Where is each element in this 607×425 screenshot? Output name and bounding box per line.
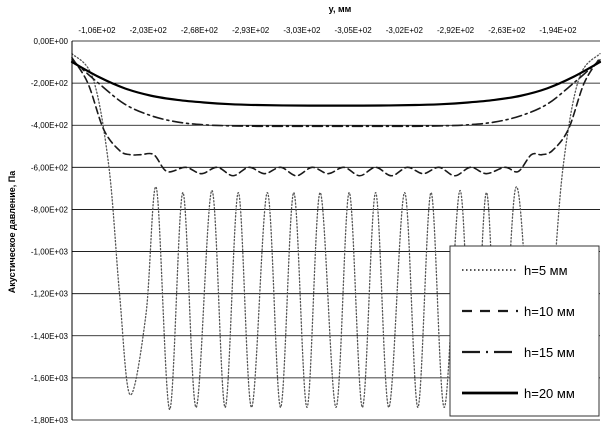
legend-label: h=15 мм (524, 345, 575, 360)
legend-label: h=20 мм (524, 386, 575, 401)
x-tick-label: -3,02E+02 (386, 26, 424, 35)
y-tick-label: -4,00E+02 (31, 121, 69, 130)
x-tick-label: -2,93E+02 (232, 26, 270, 35)
y-tick-label: -6,00E+02 (31, 163, 69, 172)
y-axis-title: Акустическое давление, Па (7, 170, 17, 293)
x-tick-label: -3,05E+02 (335, 26, 373, 35)
x-tick-label: -2,92E+02 (437, 26, 475, 35)
x-tick-label: -1,94E+02 (539, 26, 577, 35)
legend-label: h=5 мм (524, 263, 568, 278)
y-tick-label: -8,00E+02 (31, 205, 69, 214)
y-tick-label: -1,80E+03 (31, 416, 69, 425)
x-axis-title: y, мм (329, 4, 352, 14)
gridlines (72, 40, 600, 421)
y-tick-label: -1,20E+03 (31, 290, 69, 299)
x-tick-label: -2,68E+02 (181, 26, 219, 35)
y-tick-labels: 0,00E+00 -2,00E+02 -4,00E+02 -6,00E+02 -8,00… (31, 37, 69, 425)
y-tick-label: -1,40E+03 (31, 332, 69, 341)
y-tick-label: -1,00E+03 (31, 248, 69, 257)
x-tick-labels: -1,06E+02 -2,03E+02 -2,68E+02 -2,93E+02 -3,0… (78, 26, 577, 35)
legend: h=5 мм h=10 мм h=15 мм h=20 мм (449, 245, 600, 417)
x-tick-label: -2,03E+02 (130, 26, 168, 35)
series-line-2 (71, 57, 601, 177)
x-tick-label: -2,63E+02 (488, 26, 526, 35)
series-line-4 (70, 60, 602, 107)
y-tick-label: -1,60E+03 (31, 374, 69, 383)
legend-label: h=10 мм (524, 304, 575, 319)
y-tick-label: 0,00E+00 (34, 37, 69, 46)
legend-box (449, 245, 600, 417)
y-tick-label: -2,00E+02 (31, 79, 69, 88)
x-tick-label: -1,06E+02 (78, 26, 116, 35)
x-tick-label: -3,03E+02 (283, 26, 321, 35)
series-line-3 (71, 59, 601, 128)
